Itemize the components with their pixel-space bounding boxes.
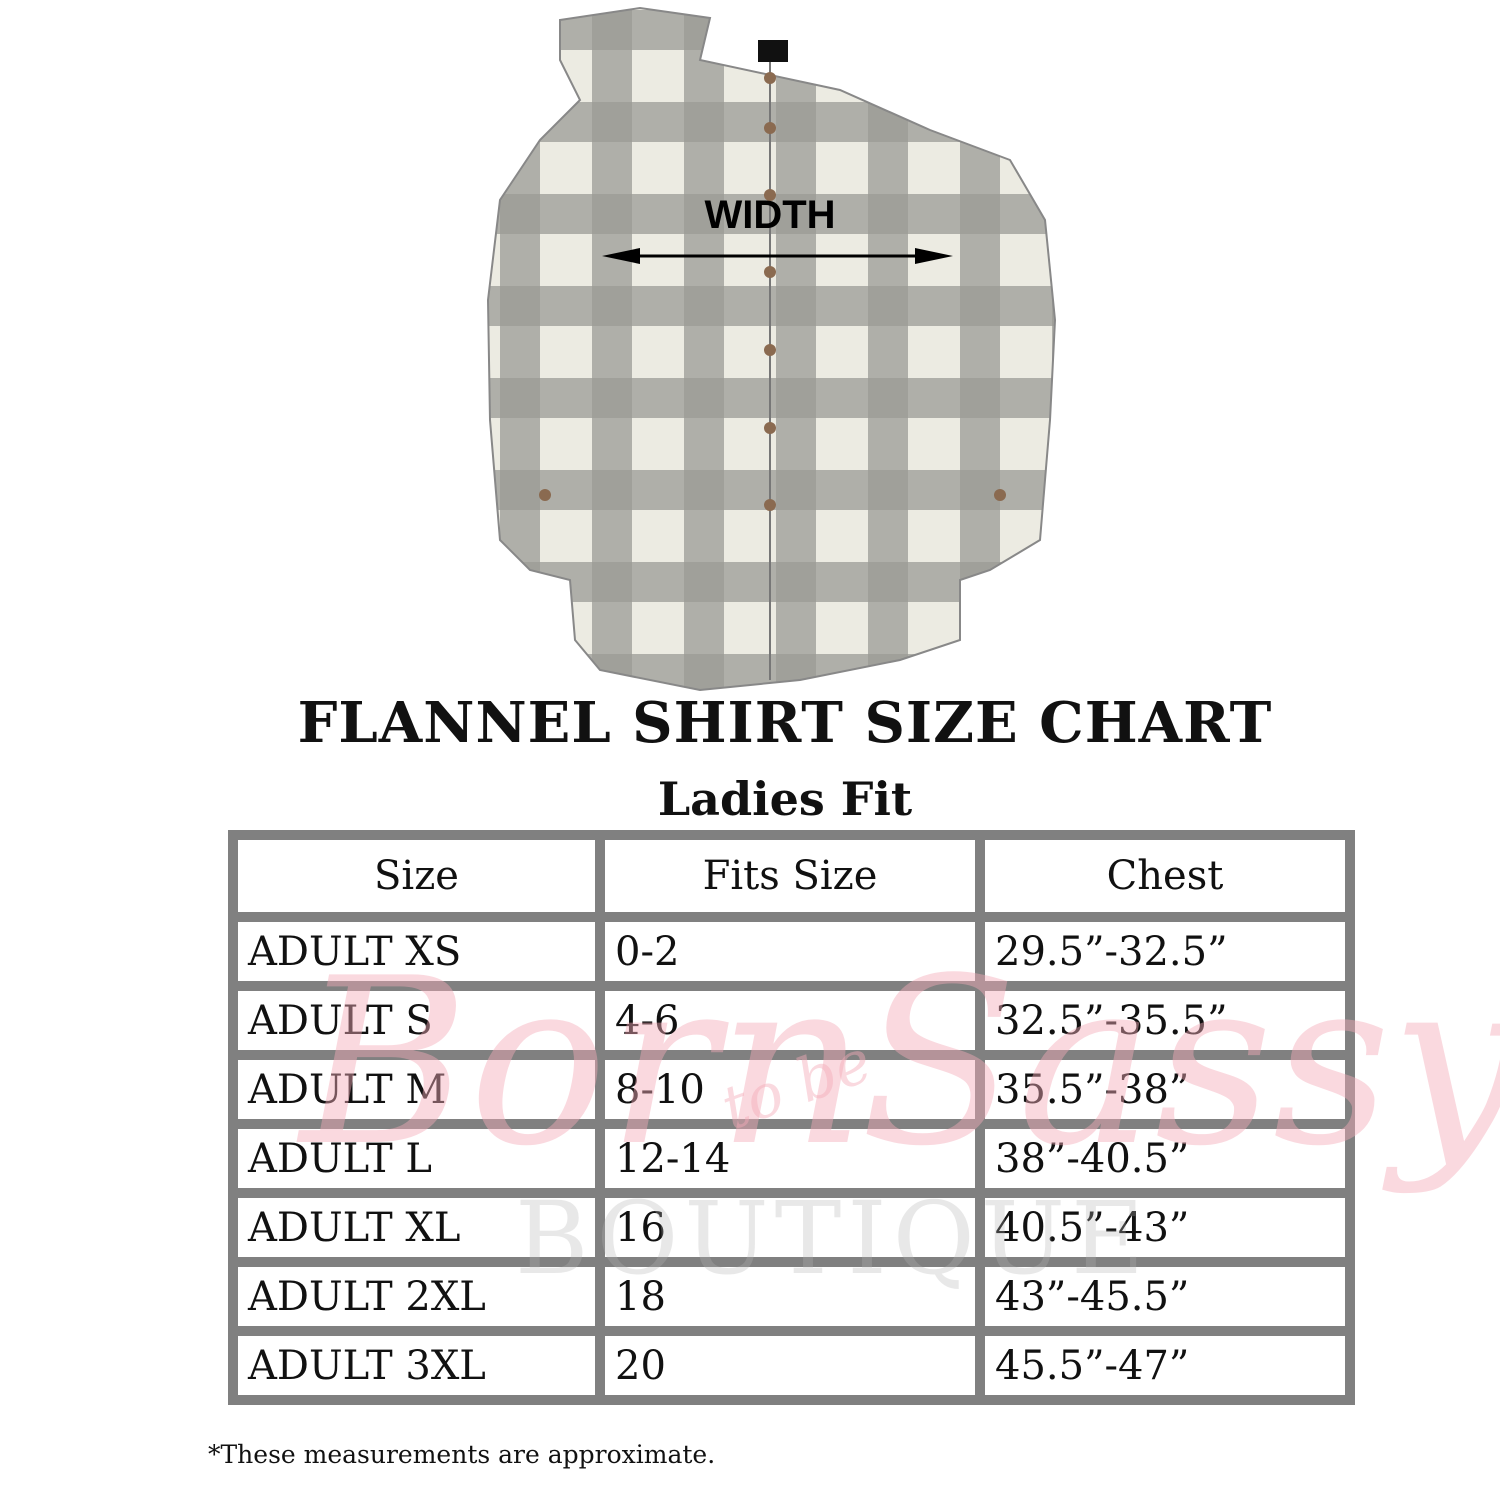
cell-chest: 29.5”-32.5” — [975, 912, 1355, 991]
column-header-fits-size: Fits Size — [595, 830, 985, 922]
cell-size: ADULT M — [228, 1050, 605, 1129]
cell-chest: 32.5”-35.5” — [975, 981, 1355, 1060]
cell-fits-size: 20 — [595, 1326, 985, 1405]
page-subtitle: Ladies Fit — [657, 772, 913, 826]
cell-fits-size: 16 — [595, 1188, 985, 1267]
width-label: WIDTH — [704, 193, 835, 237]
cell-fits-size: 18 — [595, 1257, 985, 1336]
table-row: ADULT L 12-14 38”-40.5” — [228, 1119, 1355, 1198]
cell-chest: 35.5”-38” — [975, 1050, 1355, 1129]
size-chart-table: Size Fits Size Chest ADULT XS 0-2 29.5”-32… — [228, 830, 1355, 1405]
cell-chest: 38”-40.5” — [975, 1119, 1355, 1198]
cell-size: ADULT S — [228, 981, 605, 1060]
width-arrow-icon — [602, 248, 953, 264]
table-row: ADULT XS 0-2 29.5”-32.5” — [228, 912, 1355, 991]
cell-chest: 43”-45.5” — [975, 1257, 1355, 1336]
cell-size: ADULT XS — [228, 912, 605, 991]
column-header-chest: Chest — [975, 830, 1355, 922]
cell-fits-size: 4-6 — [595, 981, 985, 1060]
shirt-label — [758, 40, 788, 62]
flannel-shirt-image: WIDTH — [486, 6, 1057, 692]
footnote: *These measurements are approximate. — [208, 1440, 716, 1469]
cell-chest: 45.5”-47” — [975, 1326, 1355, 1405]
cell-size: ADULT L — [228, 1119, 605, 1198]
cell-chest: 40.5”-43” — [975, 1188, 1355, 1267]
table-row: ADULT 3XL 20 45.5”-47” — [228, 1326, 1355, 1405]
cell-size: ADULT XL — [228, 1188, 605, 1267]
buttons — [539, 72, 1006, 511]
page-title: FLANNEL SHIRT SIZE CHART — [297, 690, 1273, 756]
table-row: ADULT M 8-10 35.5”-38” — [228, 1050, 1355, 1129]
table-row: ADULT 2XL 18 43”-45.5” — [228, 1257, 1355, 1336]
cell-fits-size: 0-2 — [595, 912, 985, 991]
cell-size: ADULT 3XL — [228, 1326, 605, 1405]
cell-fits-size: 8-10 — [595, 1050, 985, 1129]
table-row: ADULT S 4-6 32.5”-35.5” — [228, 981, 1355, 1060]
table-row: ADULT XL 16 40.5”-43” — [228, 1188, 1355, 1267]
cell-fits-size: 12-14 — [595, 1119, 985, 1198]
table-header-row: Size Fits Size Chest — [228, 830, 1355, 922]
column-header-size: Size — [228, 830, 605, 922]
cell-size: ADULT 2XL — [228, 1257, 605, 1336]
